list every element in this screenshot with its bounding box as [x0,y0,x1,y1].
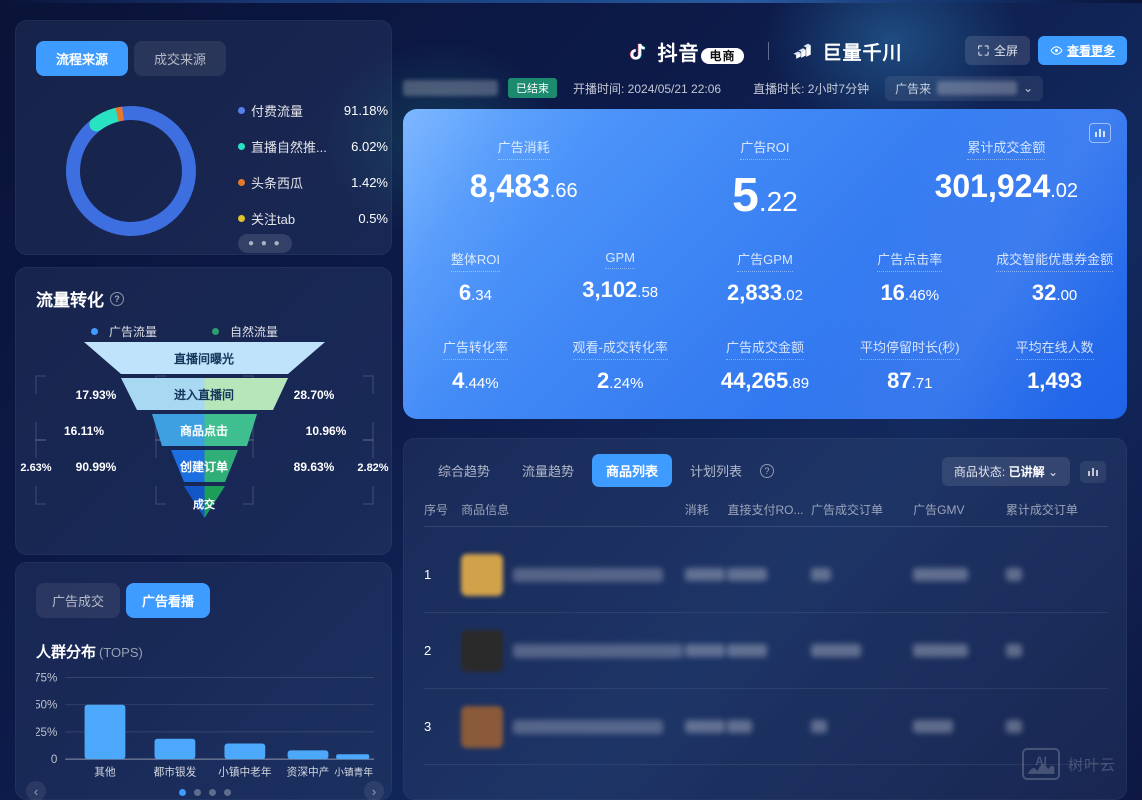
svg-text:直播间曝光: 直播间曝光 [174,351,234,366]
svg-text:89.63%: 89.63% [294,460,335,474]
svg-text:90.99%: 90.99% [76,460,117,474]
svg-text:2.63%: 2.63% [20,462,51,474]
svg-text:商品点击: 商品点击 [180,423,228,438]
svg-text:28.70%: 28.70% [294,388,335,402]
svg-text:进入直播间: 进入直播间 [174,387,234,402]
svg-text:50%: 50% [36,699,57,712]
svg-text:16.11%: 16.11% [64,424,104,438]
svg-text:资深中产: 资深中产 [287,766,330,779]
svg-text:25%: 25% [36,726,57,739]
svg-text:2.82%: 2.82% [357,462,388,474]
svg-text:小镇青年: 小镇青年 [334,766,373,779]
svg-text:成交: 成交 [193,497,215,511]
svg-text:都市银发: 都市银发 [154,766,197,779]
svg-text:17.93%: 17.93% [76,388,117,402]
svg-text:75%: 75% [36,671,57,684]
svg-text:创建订单: 创建订单 [179,459,228,474]
svg-text:小镇中老年: 小镇中老年 [218,766,272,779]
svg-text:其他: 其他 [94,766,116,779]
svg-text:0: 0 [51,753,58,766]
svg-text:10.96%: 10.96% [306,424,347,438]
